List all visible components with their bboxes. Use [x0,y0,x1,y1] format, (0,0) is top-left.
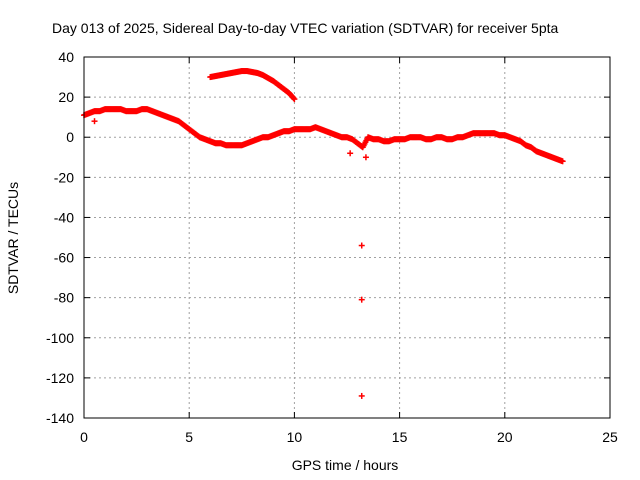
data-point [358,392,365,399]
tick-labels: 0 5 10 15 20 25 40 20 0 -20 -40 -60 -80 -100 -120 -140 [46,49,618,445]
axis-ticks [83,56,611,419]
x-tick-label: 15 [392,429,408,445]
data-point [347,150,354,157]
chart-title: Day 013 of 2025, Sidereal Day-to-day VTE… [52,20,559,36]
series-sdtvar-upper-arc [207,68,298,103]
grid-layer [84,57,610,418]
x-tick-label: 5 [185,429,193,445]
y-tick-label: -20 [54,169,74,185]
y-tick-label: -40 [54,209,74,225]
y-tick-label: 0 [66,129,74,145]
data-point [91,118,98,125]
x-axis-label: GPS time / hours [292,457,399,473]
data-point [358,296,365,303]
x-tick-label: 20 [497,429,513,445]
y-tick-label: -80 [54,290,74,306]
y-tick-label: -120 [46,370,74,386]
x-tick-label: 0 [80,429,88,445]
y-axis-label: SDTVAR / TECUs [5,182,21,294]
y-tick-label: -60 [54,250,74,266]
series-sdtvar-outliers [91,118,369,399]
series-sdtvar-main [81,106,566,165]
y-tick-label: -100 [46,330,74,346]
x-tick-label: 25 [602,429,618,445]
data-points [81,68,566,399]
x-tick-label: 10 [287,429,303,445]
data-point [362,154,369,161]
y-tick-label: -140 [46,410,74,426]
data-point [358,242,365,249]
y-tick-label: 20 [58,89,74,105]
y-tick-label: 40 [58,49,74,65]
plot-frame [83,56,611,419]
